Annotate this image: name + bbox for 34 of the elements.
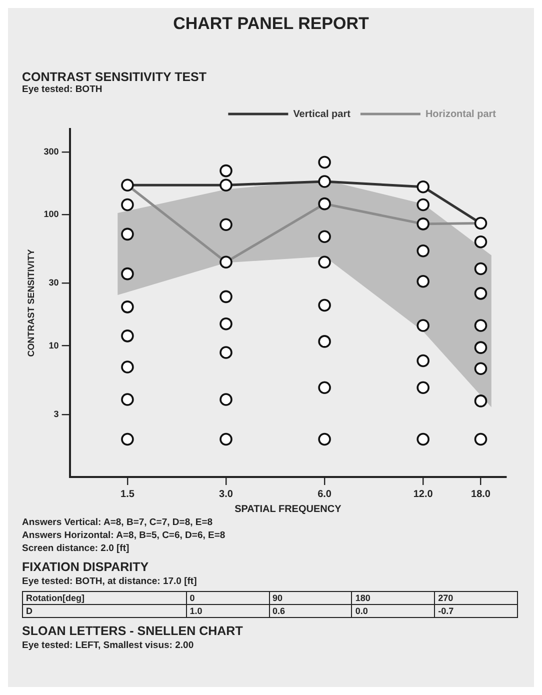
text: Answers Vertical: A=8, B=7, C=7, D=8, E=8 <box>22 517 214 528</box>
y-tick-label: 100 <box>44 209 59 220</box>
y-tick-label: 300 <box>44 146 59 157</box>
text: 0.6 <box>269 604 352 618</box>
text: Screen distance: 2.0 [ft] <box>22 543 130 554</box>
x-tick-label: 3.0 <box>219 488 234 500</box>
text: Rotation[deg] <box>22 592 186 604</box>
text: 0 <box>186 592 270 604</box>
x-tick-label: 18.0 <box>471 488 491 500</box>
x-axis-title: SPATIAL FREQUENCY <box>234 504 342 515</box>
chart-subtitle: CONTRAST SENSITIVITY TEST <box>22 70 208 84</box>
text: SLOAN LETTERS - SNELLEN CHART <box>22 624 244 638</box>
text: 1.0 <box>186 604 270 618</box>
x-tick-label: 1.5 <box>120 488 135 500</box>
y-tick-label: 10 <box>48 340 59 350</box>
text: FIXATION DISPARITY <box>22 560 150 574</box>
text: 0.0 <box>352 604 435 618</box>
text: -0.7 <box>434 604 518 618</box>
x-tick-label: 6.0 <box>318 488 332 500</box>
text: Horizontal part <box>425 108 497 120</box>
y-axis-title: CONTRAST SENSITIVITY <box>26 249 36 357</box>
y-tick-label: 30 <box>48 278 59 288</box>
text: 270 <box>434 592 518 604</box>
text: Vertical part <box>293 108 352 120</box>
text: Answers Horizontal: A=8, B=5, C=6, D=6, E=8 <box>22 530 226 541</box>
text: D <box>22 604 186 618</box>
text: Eye tested: BOTH, at distance: 17.0 [ft] <box>22 576 198 587</box>
text: Eye tested: BOTH <box>22 84 104 95</box>
text: 180 <box>352 592 435 604</box>
y-tick-label: 3 <box>54 408 59 419</box>
text: Eye tested: LEFT, Smallest visus: 2.00 <box>22 640 195 651</box>
chart-title: CHART PANEL REPORT <box>172 14 370 34</box>
x-tick-label: 12.0 <box>413 488 434 500</box>
text: 90 <box>269 592 352 604</box>
